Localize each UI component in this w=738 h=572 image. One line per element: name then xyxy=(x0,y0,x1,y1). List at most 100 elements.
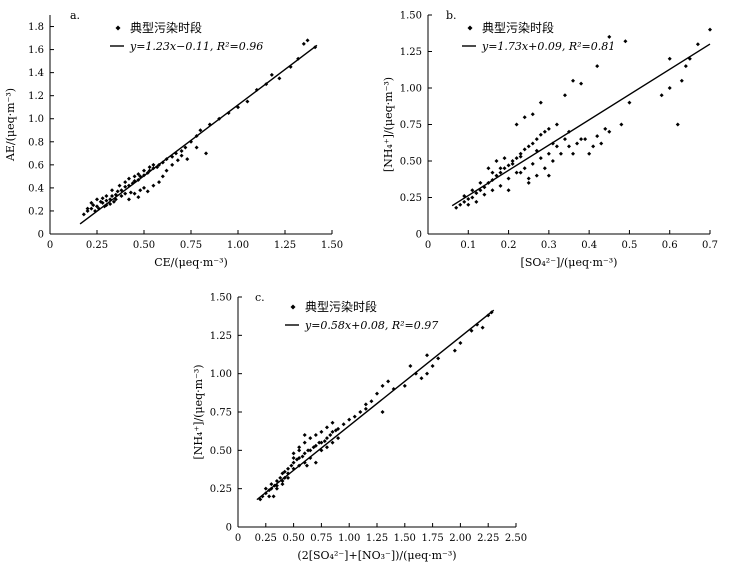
data-point xyxy=(466,202,471,207)
data-point xyxy=(204,151,209,156)
data-point xyxy=(506,188,511,193)
x-axis-label: [SO₄²⁻]/(μeq·m⁻³) xyxy=(521,256,618,269)
panel-label: a. xyxy=(70,9,80,22)
data-point xyxy=(297,456,302,460)
data-point xyxy=(85,206,90,211)
y-tick-label: 0.75 xyxy=(400,120,422,131)
data-point xyxy=(470,188,475,193)
data-point xyxy=(380,383,385,388)
data-point xyxy=(538,132,543,137)
data-point xyxy=(498,183,503,188)
data-point xyxy=(478,180,483,185)
y-tick-label: 0.50 xyxy=(400,157,422,168)
x-tick-label: 1.00 xyxy=(227,240,249,251)
data-point xyxy=(330,420,335,425)
data-point xyxy=(341,422,346,427)
x-axis-label: (2[SO₄²⁻]+[NO₃⁻])/(μeq·m⁻³) xyxy=(297,549,456,562)
legend-fit-equation: y=1.23x−0.11, R²=0.96 xyxy=(129,40,263,53)
data-point xyxy=(324,445,329,450)
x-tick-label: 0.4 xyxy=(581,240,597,251)
x-tick-label: 0.5 xyxy=(621,240,637,251)
data-point xyxy=(510,161,515,166)
data-point xyxy=(554,144,559,149)
y-tick-label: 1.25 xyxy=(400,47,422,58)
data-point xyxy=(119,193,124,198)
x-tick-label: 1.00 xyxy=(338,533,360,544)
data-point xyxy=(683,64,688,69)
data-point xyxy=(571,78,576,83)
data-point xyxy=(271,494,276,499)
data-point xyxy=(289,463,294,468)
data-point xyxy=(591,144,596,149)
x-tick-label: 0.7 xyxy=(702,240,718,251)
y-axis-label: [NH₄⁺]/(μeq·m⁻³) xyxy=(382,77,395,172)
data-point xyxy=(151,183,156,188)
data-point xyxy=(297,448,302,453)
data-point xyxy=(185,157,190,162)
panel-label: b. xyxy=(446,9,457,22)
data-point xyxy=(474,199,479,204)
data-point xyxy=(81,212,86,217)
data-point xyxy=(583,137,588,142)
x-tick-label: 0.50 xyxy=(133,240,155,251)
data-point xyxy=(595,134,600,139)
chart-panel-c: 0 0.25 0.50 0.75 1.00 1.25 1.50 1.75 2.00 2.25 2.5… xyxy=(192,291,527,562)
y-tick-label: 0.8 xyxy=(28,137,44,148)
data-point xyxy=(128,190,133,195)
data-point xyxy=(530,112,535,117)
data-point xyxy=(408,364,413,368)
data-point xyxy=(104,198,109,203)
data-point xyxy=(347,417,352,422)
data-point xyxy=(486,166,491,171)
data-point xyxy=(108,202,113,207)
y-axis-label: AE/(μeq·m⁻³) xyxy=(4,88,17,162)
data-point xyxy=(567,144,571,149)
data-point xyxy=(695,42,700,47)
x-tick-label: 0 xyxy=(425,240,431,251)
regression-line xyxy=(451,43,711,207)
data-point xyxy=(306,448,311,453)
data-point xyxy=(89,206,94,211)
data-point xyxy=(522,166,527,171)
data-point xyxy=(336,436,341,441)
data-point xyxy=(546,126,551,131)
data-point xyxy=(280,482,285,487)
y-tick-label: 1.6 xyxy=(28,45,44,56)
x-tick-label: 0.1 xyxy=(460,240,476,251)
data-point xyxy=(375,391,379,396)
data-point xyxy=(142,185,146,190)
data-point xyxy=(277,76,282,81)
data-point xyxy=(291,460,296,465)
data-point xyxy=(147,165,152,170)
y-axis-label: [NH₄⁺]/(μeq·m⁻³) xyxy=(192,364,205,459)
data-point xyxy=(599,141,604,146)
data-point xyxy=(126,176,131,181)
data-point xyxy=(123,180,128,185)
x-tick-label: 2.00 xyxy=(449,533,471,544)
data-point xyxy=(151,162,156,167)
data-point xyxy=(313,443,318,448)
data-point xyxy=(358,410,363,414)
data-point xyxy=(538,100,543,105)
data-point xyxy=(352,414,357,419)
data-point xyxy=(198,128,203,133)
data-point xyxy=(100,196,105,201)
data-point xyxy=(291,451,296,456)
data-point xyxy=(117,183,122,188)
data-point xyxy=(490,188,495,193)
data-point xyxy=(526,144,531,149)
data-point xyxy=(480,325,485,330)
x-tick-label: 0.50 xyxy=(282,533,304,544)
data-point xyxy=(282,469,287,474)
data-point xyxy=(194,145,199,150)
data-point xyxy=(85,208,90,213)
regression-line xyxy=(256,309,495,501)
data-point xyxy=(95,197,99,202)
data-point xyxy=(160,174,165,179)
data-point xyxy=(301,41,306,46)
data-point xyxy=(304,463,309,468)
data-point xyxy=(126,197,131,202)
data-point xyxy=(518,151,523,156)
data-point xyxy=(402,383,407,388)
data-point xyxy=(363,402,368,407)
